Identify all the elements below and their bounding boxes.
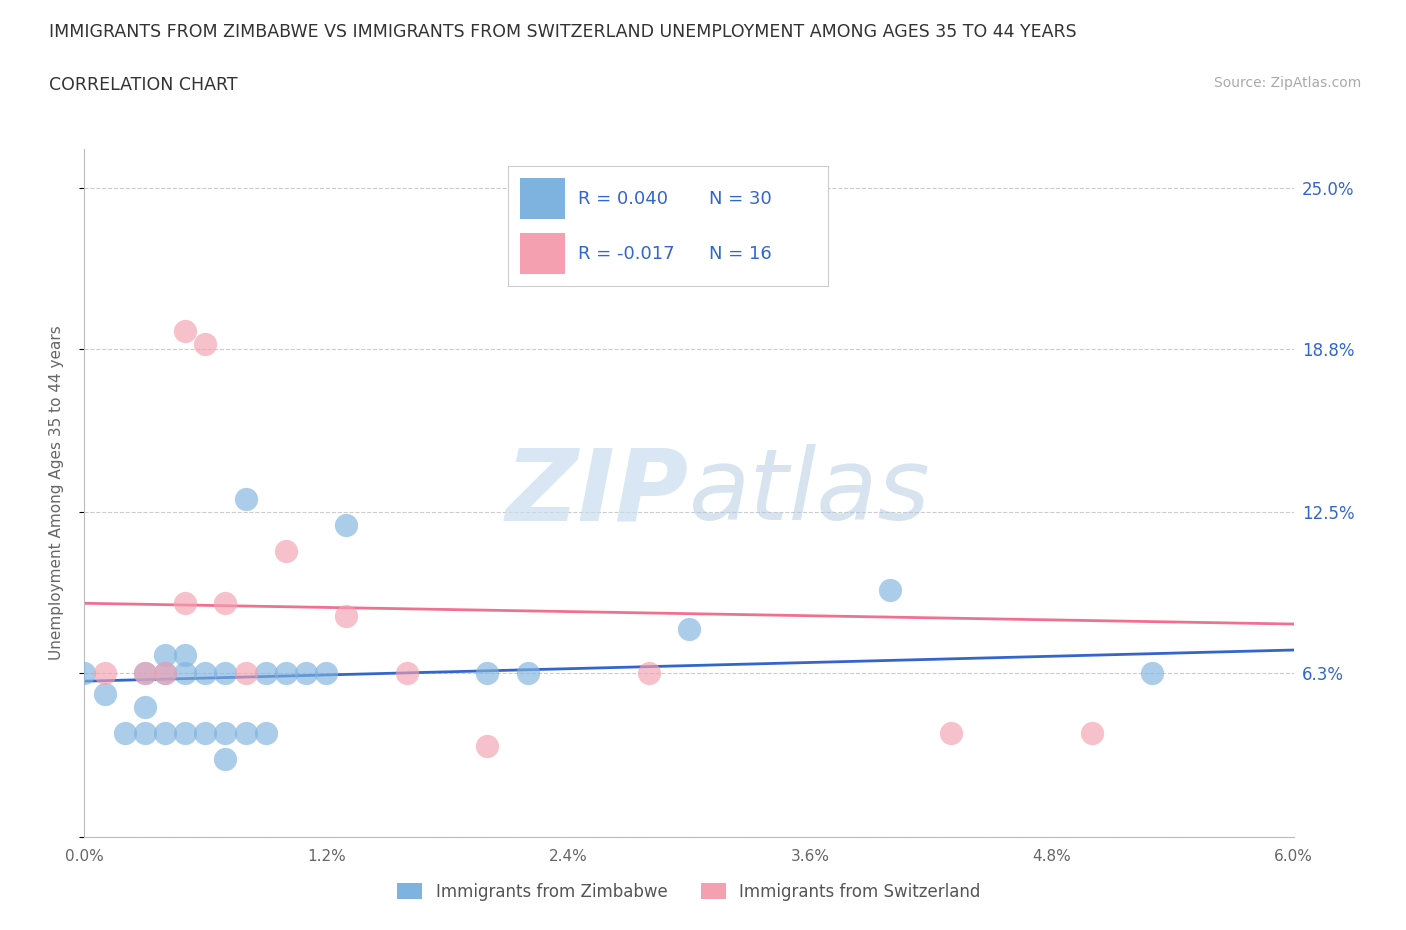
Legend: Immigrants from Zimbabwe, Immigrants from Switzerland: Immigrants from Zimbabwe, Immigrants fro… [391,876,987,908]
Point [194,336,217,351]
Text: CORRELATION CHART: CORRELATION CHART [49,76,238,94]
Point [477,666,499,681]
Point [1081,725,1104,740]
Point [1142,666,1164,681]
Point [214,725,236,740]
Point [194,725,217,740]
Point [274,544,297,559]
Point [335,609,357,624]
Point [134,699,156,714]
Point [477,738,499,753]
Point [73,666,96,681]
Point [134,666,156,681]
Point [93,686,115,701]
Point [678,622,700,637]
Point [395,666,418,681]
Point [235,666,257,681]
Y-axis label: Unemployment Among Ages 35 to 44 years: Unemployment Among Ages 35 to 44 years [49,326,63,660]
Point [516,666,538,681]
Point [738,180,761,195]
Point [153,648,176,663]
Text: ZIP: ZIP [506,445,689,541]
Point [637,666,659,681]
Point [274,666,297,681]
Point [879,583,901,598]
Point [93,666,115,681]
Point [939,725,962,740]
Point [254,666,277,681]
Point [153,666,176,681]
Point [114,725,136,740]
Text: Source: ZipAtlas.com: Source: ZipAtlas.com [1213,76,1361,90]
Point [254,725,277,740]
Point [295,666,318,681]
Point [174,648,197,663]
Point [235,492,257,507]
Point [235,725,257,740]
Text: atlas: atlas [689,445,931,541]
Point [335,518,357,533]
Point [153,666,176,681]
Point [214,751,236,766]
Point [134,666,156,681]
Point [214,596,236,611]
Point [174,725,197,740]
Point [153,725,176,740]
Point [174,596,197,611]
Point [174,666,197,681]
Text: IMMIGRANTS FROM ZIMBABWE VS IMMIGRANTS FROM SWITZERLAND UNEMPLOYMENT AMONG AGES : IMMIGRANTS FROM ZIMBABWE VS IMMIGRANTS F… [49,23,1077,41]
Point [174,323,197,338]
Point [315,666,337,681]
Point [214,666,236,681]
Point [134,725,156,740]
Point [194,666,217,681]
